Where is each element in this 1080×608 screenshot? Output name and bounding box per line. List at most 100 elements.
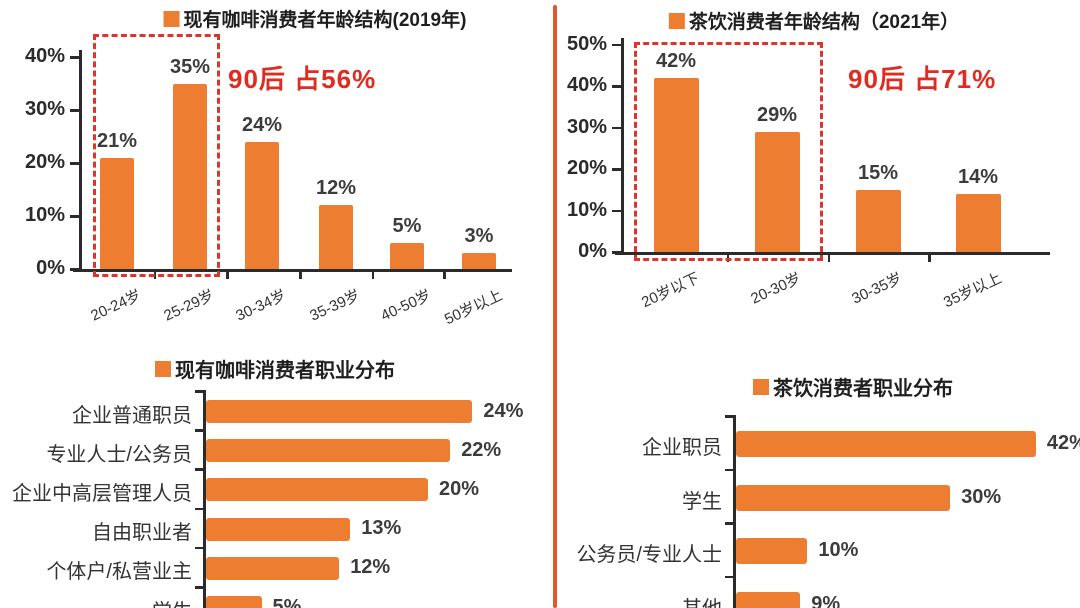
chart-legend: 现有咖啡消费者职业分布 xyxy=(155,354,395,383)
legend-swatch-icon xyxy=(155,360,171,377)
value-label: 35% xyxy=(169,55,211,78)
value-label: 10% xyxy=(818,539,859,561)
bar xyxy=(390,242,424,269)
legend-swatch-icon xyxy=(753,378,769,395)
legend-swatch-icon xyxy=(668,12,685,29)
x-axis-line xyxy=(73,269,512,272)
x-tick-mark xyxy=(827,254,830,262)
bar xyxy=(206,439,451,463)
value-label: 3% xyxy=(464,225,494,248)
chart-legend: 茶饮消费者年龄结构（2021年） xyxy=(668,7,960,34)
value-label: 42% xyxy=(655,49,697,72)
bar xyxy=(653,77,699,252)
x-axis-label: 50岁以上 xyxy=(442,286,506,329)
value-label: 42% xyxy=(1046,432,1080,454)
bar xyxy=(736,484,951,511)
bar xyxy=(855,189,901,252)
x-axis-label: 30-35岁 xyxy=(848,269,905,308)
chart-legend: 茶饮消费者职业分布 xyxy=(753,372,953,401)
x-axis-label: 30-34岁 xyxy=(232,286,289,325)
category-label: 公务员/专业人士 xyxy=(576,544,722,566)
category-label: 企业普通职员 xyxy=(72,404,192,427)
highlight-annotation: 90后 占56% xyxy=(228,64,377,94)
y-axis-label: 20% xyxy=(566,157,607,179)
axis-tick-mark xyxy=(725,415,734,418)
axis-tick-mark xyxy=(195,586,204,589)
highlight-box xyxy=(634,42,823,261)
axis-tick-mark xyxy=(195,429,204,432)
chart-title: 现有咖啡消费者职业分布 xyxy=(175,360,395,382)
value-label: 14% xyxy=(957,165,999,188)
chart-coffee-consumer-occupation: 现有咖啡消费者职业分布 企业普通职员 24% 专业人士/公务员 22% 企业中高层管理人员… xyxy=(0,335,545,608)
bar xyxy=(736,591,801,608)
x-axis-label: 20-24岁 xyxy=(87,286,144,325)
chart-title: 茶饮消费者职业分布 xyxy=(773,378,953,400)
axis-tick-mark xyxy=(195,546,204,550)
y-tick-mark xyxy=(70,162,82,165)
value-label: 21% xyxy=(96,129,138,152)
bar xyxy=(206,400,473,423)
y-tick-mark xyxy=(70,215,82,218)
value-label: 29% xyxy=(756,103,798,126)
y-axis-label: 10% xyxy=(24,204,65,226)
y-axis-line xyxy=(79,50,82,271)
y-tick-mark xyxy=(612,43,624,46)
x-tick-mark xyxy=(226,271,229,279)
chart-title: 现有咖啡消费者年龄结构(2019年) xyxy=(183,10,467,31)
category-label: 学生 xyxy=(0,595,192,608)
y-tick-mark xyxy=(612,168,624,171)
chart-legend: 现有咖啡消费者年龄结构(2019年) xyxy=(163,5,467,32)
y-tick-mark xyxy=(612,85,624,88)
bar xyxy=(100,157,134,269)
value-label: 9% xyxy=(811,592,841,608)
x-axis-label: 35岁以上 xyxy=(941,269,1005,312)
value-label: 20% xyxy=(439,477,480,500)
value-label: 13% xyxy=(361,517,402,540)
category-label: 企业中高层管理人员 xyxy=(12,482,192,505)
category-label: 其他 xyxy=(556,592,722,608)
y-tick-mark xyxy=(70,56,82,59)
category-label: 学生 xyxy=(682,490,722,513)
bar xyxy=(245,141,279,269)
x-tick-mark xyxy=(443,271,446,279)
bar xyxy=(462,253,496,269)
y-axis-line xyxy=(621,37,624,254)
y-tick-mark xyxy=(70,109,82,112)
value-label: 24% xyxy=(483,399,524,422)
y-tick-mark xyxy=(70,268,82,271)
y-axis-label: 20% xyxy=(24,151,65,173)
x-axis-label: 20-30岁 xyxy=(747,269,804,308)
chart-title: 茶饮消费者年龄结构（2021年） xyxy=(688,12,960,33)
axis-tick-mark xyxy=(725,522,734,525)
chart-coffee-consumer-age: 现有咖啡消费者年龄结构(2019年) 40% 30% 20% 10% 0% 21% 20-24… xyxy=(0,0,545,335)
axis-tick-mark xyxy=(195,507,204,511)
bar xyxy=(206,596,262,608)
x-tick-mark xyxy=(371,271,374,279)
y-tick-mark xyxy=(612,126,624,129)
y-axis-label: 0% xyxy=(36,257,65,279)
legend-swatch-icon xyxy=(163,10,180,27)
value-label: 24% xyxy=(241,113,283,136)
axis-tick-mark xyxy=(725,575,734,578)
category-label: 专业人士/公务员 xyxy=(46,443,192,466)
bar xyxy=(736,538,808,564)
category-label: 个体户/私营业主 xyxy=(46,561,192,584)
highlight-box xyxy=(93,34,220,277)
value-label: 15% xyxy=(857,161,899,184)
y-tick-mark xyxy=(612,209,624,212)
value-label: 12% xyxy=(350,556,391,579)
y-axis-line xyxy=(733,415,736,608)
y-axis-label: 40% xyxy=(24,45,65,67)
axis-tick-mark xyxy=(195,468,204,471)
bar xyxy=(206,478,428,502)
category-label: 企业职员 xyxy=(642,437,722,459)
y-axis-label: 30% xyxy=(24,98,65,120)
value-label: 5% xyxy=(392,214,422,237)
bar xyxy=(754,131,800,252)
value-label: 12% xyxy=(315,177,357,200)
bar xyxy=(206,556,340,580)
x-tick-mark xyxy=(299,271,302,279)
x-tick-mark xyxy=(928,254,931,262)
y-axis-line xyxy=(203,390,206,608)
y-axis-label: 30% xyxy=(566,115,607,138)
